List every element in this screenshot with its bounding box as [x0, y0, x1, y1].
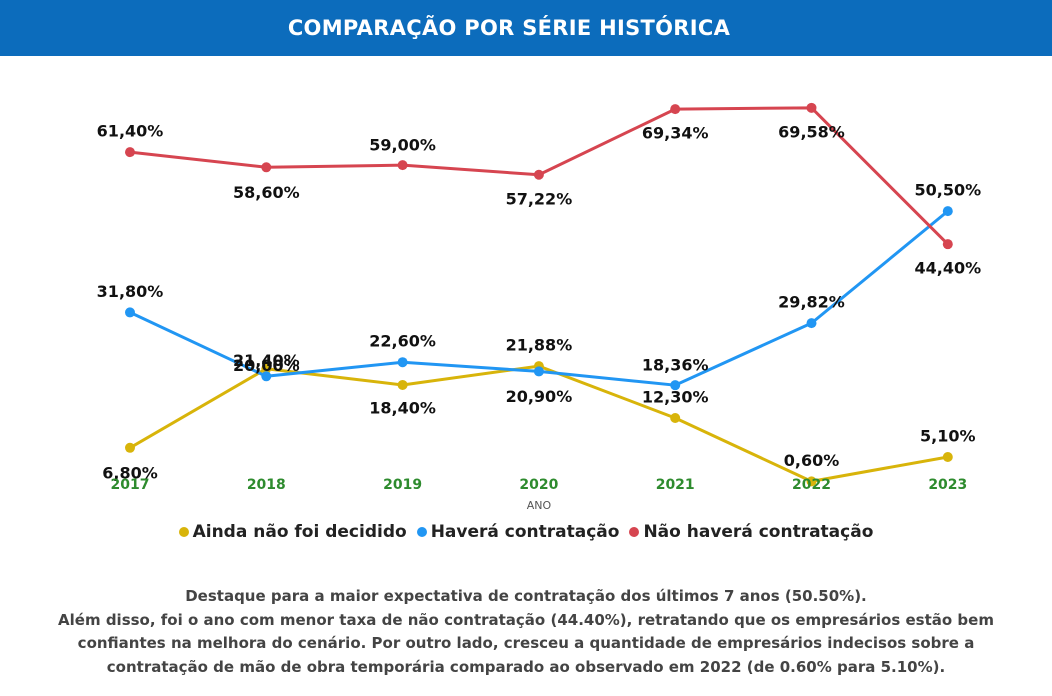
data-label: 57,22%	[506, 189, 573, 208]
data-point	[397, 379, 408, 390]
legend-item-nao-havera[interactable]: Não haverá contratação	[629, 522, 873, 542]
data-label: 0,60%	[784, 451, 840, 470]
data-label: 6,80%	[102, 463, 158, 482]
data-point	[533, 366, 544, 377]
x-tick-label: 2022	[792, 477, 831, 493]
data-point	[942, 451, 953, 462]
data-label: 18,40%	[369, 398, 436, 417]
data-label: 31,80%	[97, 282, 164, 301]
data-point	[125, 307, 135, 318]
data-label: 5,10%	[920, 426, 976, 445]
data-label: 44,40%	[914, 259, 981, 278]
highlight-note: Destaque para a maior expectativa de con…	[40, 585, 1012, 679]
data-label: 50,50%	[914, 181, 981, 200]
legend-label: Não haverá contratação	[643, 522, 874, 542]
data-point	[670, 380, 681, 391]
data-label: 69,58%	[778, 122, 845, 141]
legend-label: Haverá contratação	[430, 522, 620, 542]
data-point	[261, 162, 272, 173]
data-point	[670, 412, 681, 423]
data-point	[806, 476, 817, 487]
data-point	[942, 239, 953, 250]
legend-label: Ainda não foi decidido	[192, 522, 407, 542]
data-point	[397, 160, 408, 171]
legend-marker-icon	[178, 527, 189, 537]
data-label: 21,88%	[506, 336, 573, 355]
data-point	[806, 318, 817, 329]
x-tick-label: 2017	[111, 477, 150, 493]
data-label: 20,00%	[233, 356, 300, 375]
legend-marker-icon	[416, 527, 427, 537]
page-title: COMPARAÇÃO POR SÉRIE HISTÓRICA	[287, 16, 731, 40]
data-label: 18,36%	[642, 356, 709, 375]
note-line: contratação de mão de obra temporária co…	[106, 657, 946, 676]
x-tick-label: 2021	[656, 477, 695, 493]
data-label: 21,40%	[233, 351, 300, 370]
data-label: 22,60%	[369, 332, 436, 351]
data-point	[942, 206, 953, 217]
data-label: 69,34%	[642, 124, 709, 143]
legend-marker-icon	[629, 527, 640, 537]
x-tick-label: 2020	[519, 477, 558, 493]
data-label: 59,00%	[369, 136, 436, 155]
data-point	[261, 363, 272, 374]
data-point	[533, 169, 544, 180]
note-line: Destaque para a maior expectativa de con…	[185, 587, 867, 605]
data-point	[125, 442, 135, 453]
x-tick-label: 2018	[247, 477, 286, 493]
data-point	[125, 147, 135, 158]
legend-item-havera[interactable]: Haverá contratação	[416, 522, 620, 542]
line-chart: 6,80% 21,40% 18,40% 21,88% 12,30% 0,60% 5,10% 3…	[97, 102, 981, 512]
data-point	[261, 371, 272, 382]
note-line: confiantes na melhora do cenário. Por ou…	[77, 634, 975, 652]
note-line: Além disso, foi o ano com menor taxa de …	[58, 610, 994, 629]
data-point	[806, 102, 817, 113]
data-label: 29,82%	[778, 293, 845, 312]
data-label: 20,90%	[506, 387, 573, 406]
x-axis-title: ANO	[527, 499, 552, 512]
x-tick-label: 2019	[383, 477, 422, 493]
chart-legend: Ainda não foi decidido Haverá contrataçã…	[0, 519, 1052, 545]
data-label: 58,60%	[233, 183, 300, 202]
data-label: 12,30%	[642, 387, 709, 406]
data-label: 61,40%	[97, 122, 164, 141]
data-point	[670, 104, 681, 115]
data-point	[397, 357, 408, 368]
header-bar: COMPARAÇÃO POR SÉRIE HISTÓRICA	[0, 0, 1052, 56]
x-tick-label: 2023	[928, 477, 967, 493]
legend-item-indecisos[interactable]: Ainda não foi decidido	[178, 522, 407, 542]
